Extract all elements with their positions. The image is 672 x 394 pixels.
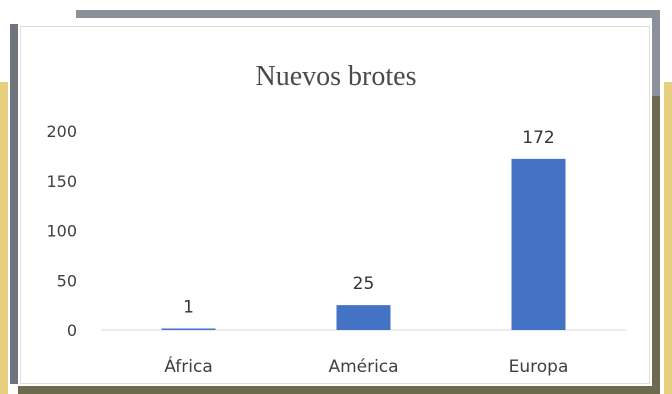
y-tick-label: 200 (46, 122, 77, 141)
y-axis-ticks: 0 50 100 150 200 (46, 122, 77, 340)
data-label: 25 (353, 274, 375, 294)
y-tick-label: 0 (67, 321, 77, 340)
chart-card: Nuevos brotes 0 50 100 150 200 1 25 172 África… (20, 26, 650, 384)
bar-chart: Nuevos brotes 0 50 100 150 200 1 25 172 África… (46, 61, 626, 377)
category-label: África (164, 355, 213, 377)
bar-áfrica (161, 328, 216, 330)
frame-stripe-yellow-left (0, 82, 8, 394)
category-label: América (328, 357, 398, 377)
bar-américa (336, 305, 391, 330)
data-label: 1 (183, 298, 194, 318)
frame-stripe-olive-bottom (18, 386, 660, 394)
bar-europa (511, 158, 566, 330)
y-tick-label: 50 (57, 271, 77, 290)
frame-stripe-gray-right (652, 10, 660, 96)
y-tick-label: 100 (46, 222, 77, 241)
y-tick-label: 150 (46, 172, 77, 191)
x-axis-categories: África América Europa (164, 355, 568, 377)
data-labels: 1 25 172 (183, 128, 555, 318)
frame-stripe-gray-left (10, 24, 18, 384)
data-label: 172 (522, 128, 554, 148)
category-label: Europa (509, 357, 569, 377)
frame-stripe-yellow-right (664, 82, 672, 394)
frame-stripe-gray-top (76, 10, 658, 18)
chart-title: Nuevos brotes (256, 61, 417, 92)
frame-stripe-olive-right (652, 96, 660, 394)
bars (161, 158, 566, 330)
